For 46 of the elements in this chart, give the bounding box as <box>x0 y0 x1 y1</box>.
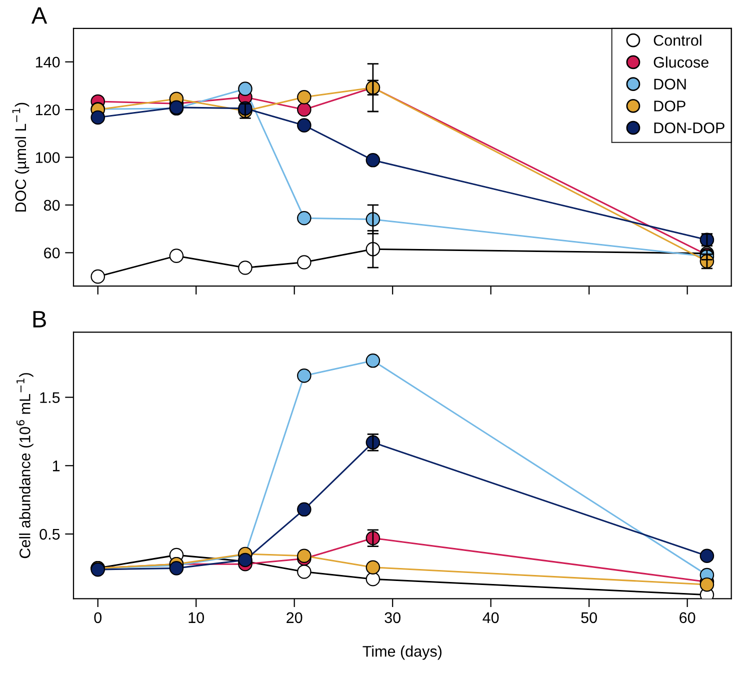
point <box>169 561 184 576</box>
y-tick-label: 0.5 <box>40 528 60 540</box>
x-tick-label: 20 <box>286 612 302 624</box>
point <box>297 118 312 132</box>
point <box>366 153 380 168</box>
x-tick-label: 30 <box>384 612 400 624</box>
y-tick-label: 140 <box>36 56 60 68</box>
point <box>297 255 312 270</box>
point <box>700 577 714 592</box>
point <box>90 110 106 125</box>
point <box>238 82 252 96</box>
legend-label: Glucose <box>654 56 708 68</box>
point <box>297 564 312 579</box>
x-tick-label: 40 <box>482 612 499 624</box>
point <box>366 354 380 368</box>
point <box>700 548 714 564</box>
point <box>297 368 312 383</box>
point <box>90 269 106 284</box>
y-tick-label: 1 <box>52 460 60 472</box>
legend-label: Control <box>654 34 702 46</box>
x-tick-label: 0 <box>94 612 102 624</box>
y-tick-label: 120 <box>36 104 60 116</box>
legend-label: DON <box>654 78 686 90</box>
point <box>169 248 184 263</box>
point <box>297 502 312 517</box>
legend-label: DON-DOP <box>654 122 724 134</box>
legend-label: DOP <box>654 100 686 112</box>
point <box>238 260 252 275</box>
y-tick-label: 80 <box>44 200 60 211</box>
y-tick-label: 1.5 <box>40 392 60 403</box>
x-tick-label: 60 <box>680 612 696 624</box>
point <box>366 560 380 575</box>
x-tick-label: 10 <box>188 612 204 624</box>
y-tick-label: 60 <box>44 248 60 258</box>
x-tick-label: 50 <box>581 612 597 624</box>
y-tick-label: 100 <box>36 152 60 163</box>
point <box>297 210 312 226</box>
point <box>297 90 312 104</box>
chart-title: A <box>31 7 48 24</box>
y-axis-title: Cell abundance (10$^{6}$ mL$^{−1}$) <box>16 373 34 558</box>
x-axis-title: Time (days) <box>362 646 442 660</box>
point <box>366 572 380 586</box>
y-axis-title: DOC (µmol L$^{−1}$) <box>12 102 30 212</box>
point <box>297 102 312 117</box>
point <box>297 548 312 564</box>
chart-title: B <box>33 311 46 328</box>
